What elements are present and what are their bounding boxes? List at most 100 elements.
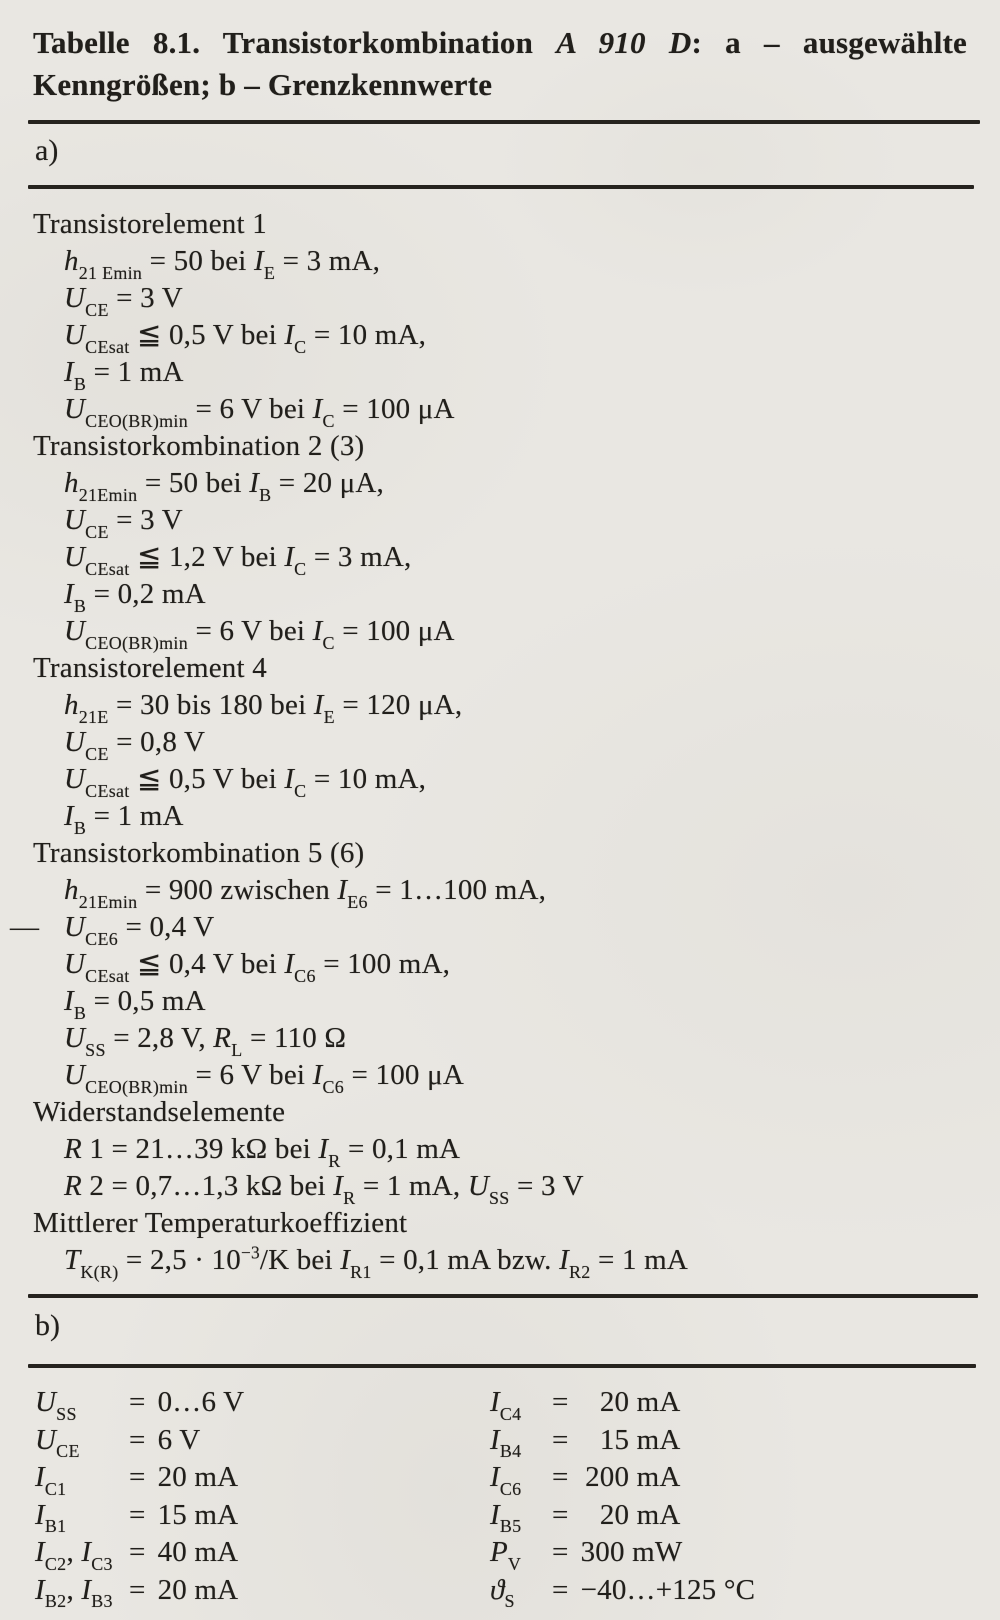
subscript: B xyxy=(73,817,87,838)
text-run: I xyxy=(284,948,295,980)
text-run: I xyxy=(559,1244,569,1276)
text-run: I xyxy=(333,1170,344,1202)
limit-value: 15 mA xyxy=(599,1423,681,1456)
subscript: 21Emin xyxy=(78,891,138,912)
text-run: T xyxy=(64,1244,81,1276)
text-run: = 3 mA, xyxy=(275,245,381,277)
text-run: = 100 μA xyxy=(334,393,455,425)
subscript: CE6 xyxy=(85,928,119,949)
equals-sign: = xyxy=(552,1536,569,1568)
subscript: B1 xyxy=(44,1516,67,1537)
text-run: I xyxy=(81,1536,92,1568)
subscript: CEsat xyxy=(85,558,130,579)
text-run: I xyxy=(81,1573,92,1606)
text-run: = 100 μA xyxy=(344,1059,464,1091)
limit-row: IB5 = 20 mA xyxy=(490,1497,980,1537)
limit-row: IC1 = 20 mA xyxy=(35,1459,490,1498)
spec-line: UCEO(BR)min = 6 V bei IC = 100 μA xyxy=(33,391,980,431)
spec-line: TK(R) = 2,5 · 10−3/K bei IR1 = 0,1 mA bz… xyxy=(33,1242,980,1281)
text-run: I xyxy=(64,800,74,832)
limit-row: UCE = 6 V xyxy=(35,1422,490,1462)
spec-line: R 1 = 21…39 kΩ bei IR = 0,1 mA xyxy=(33,1131,980,1170)
limit-row: USS = 0…6 V xyxy=(35,1384,490,1423)
text-run: I xyxy=(490,1498,500,1531)
limit-row: ϑS = −40…+125 °C xyxy=(490,1572,980,1612)
text-run: U xyxy=(64,1059,86,1091)
text-run: Transistorelement 4 xyxy=(33,652,267,684)
subscript: CE xyxy=(85,743,109,764)
text-run: = 30 bis 180 bei xyxy=(108,689,314,721)
limit-value: 300 mW xyxy=(580,1536,683,1568)
limit-symbol: IC4 xyxy=(490,1384,552,1423)
section-a-content: Transistorelement 1 h21 Emin = 50 bei IE … xyxy=(10,206,980,1281)
subscript: B xyxy=(73,1002,87,1023)
subscript: CEsat xyxy=(85,780,130,801)
spec-group-heading: Transistorkombination 2 (3) xyxy=(33,428,980,465)
subscript: CEO(BR)min xyxy=(85,1076,188,1097)
text-run: = 3 mA, xyxy=(306,541,412,573)
text-run: h xyxy=(64,689,79,721)
subscript: S xyxy=(504,1591,515,1612)
text-run: U xyxy=(467,1170,489,1202)
text-run: I xyxy=(284,319,295,351)
text-run: U xyxy=(64,393,86,425)
text-run: ≦ 0,4 V bei xyxy=(129,948,285,980)
text-run: U xyxy=(64,763,86,795)
text-run: I xyxy=(249,467,260,499)
text-run: Widerstandselemente xyxy=(33,1096,286,1128)
text-run: R xyxy=(64,1133,82,1165)
section-a-label: a) xyxy=(35,134,59,167)
text-run: Tabelle 8.1. Transistorkombination xyxy=(33,25,557,60)
text-run: = 3 V xyxy=(108,282,183,314)
subscript: CEO(BR)min xyxy=(85,632,188,653)
text-run: = 3 V xyxy=(108,504,183,536)
text-run: U xyxy=(64,541,86,573)
text-run: 2 = 0,7…1,3 kΩ bei xyxy=(81,1170,334,1202)
text-run: = 50 bei xyxy=(142,245,254,277)
text-run: /K bei xyxy=(259,1244,341,1276)
text-run: U xyxy=(64,911,86,943)
limit-value: 20 mA xyxy=(599,1498,681,1531)
subscript: C xyxy=(322,632,335,653)
text-run: = 6 V bei xyxy=(188,1059,313,1091)
limit-row: PV = 300 mW xyxy=(490,1534,980,1573)
text-run: = 0,8 V xyxy=(108,726,206,758)
text-run: I xyxy=(64,985,74,1017)
text-run: U xyxy=(64,948,86,980)
spec-line: h21 Emin = 50 bei IE = 3 mA, xyxy=(33,243,980,283)
subscript: C xyxy=(322,410,335,431)
subscript: CE xyxy=(56,1441,80,1462)
divider-above-section-b xyxy=(28,1294,978,1298)
subscript: B5 xyxy=(499,1516,522,1537)
text-run: = 1 mA, xyxy=(355,1170,468,1202)
equals-sign: = xyxy=(129,1423,146,1456)
spec-line: — UCE6 = 0,4 V xyxy=(10,909,980,949)
equals-sign: = xyxy=(552,1386,569,1418)
text-run: = 6 V bei xyxy=(188,615,313,647)
limit-row: IC2, IC3 = 40 mA xyxy=(35,1534,490,1573)
subscript: 21E xyxy=(78,706,109,727)
text-run: = 10 mA, xyxy=(306,319,427,351)
limits-column-right: IC4 = 20 mA IB4 = 15 mA IC6 = 200 mA IB5 = 20 mA PV =… xyxy=(490,1384,980,1612)
text-run: = 0,5 mA xyxy=(86,985,206,1017)
spec-line: IB = 1 mA xyxy=(33,354,980,393)
spec-group-heading: Transistorelement 4 xyxy=(33,650,980,687)
subscript: 21 Emin xyxy=(78,262,143,283)
text-run: I xyxy=(64,356,74,388)
divider-below-section-a-label xyxy=(28,185,974,189)
subscript: B3 xyxy=(91,1591,113,1612)
text-run: = 110 Ω xyxy=(242,1022,347,1054)
subscript: E xyxy=(263,262,276,283)
limit-value: 20 mA xyxy=(157,1461,239,1493)
text-run: = 1…100 mA, xyxy=(367,874,547,906)
limit-symbol: IB1 xyxy=(35,1497,129,1537)
text-run: I xyxy=(312,393,323,425)
equals-sign: = xyxy=(552,1423,569,1456)
spec-line: UCEO(BR)min = 6 V bei IC6 = 100 μA xyxy=(33,1057,980,1097)
text-run: = 0,2 mA xyxy=(86,578,206,610)
margin-dash: — xyxy=(10,911,40,943)
subscript: CEO(BR)min xyxy=(85,410,188,431)
divider-below-section-b-label xyxy=(28,1364,976,1368)
text-run: I xyxy=(337,874,348,906)
text-run: : a – ausgewählte xyxy=(691,25,967,60)
